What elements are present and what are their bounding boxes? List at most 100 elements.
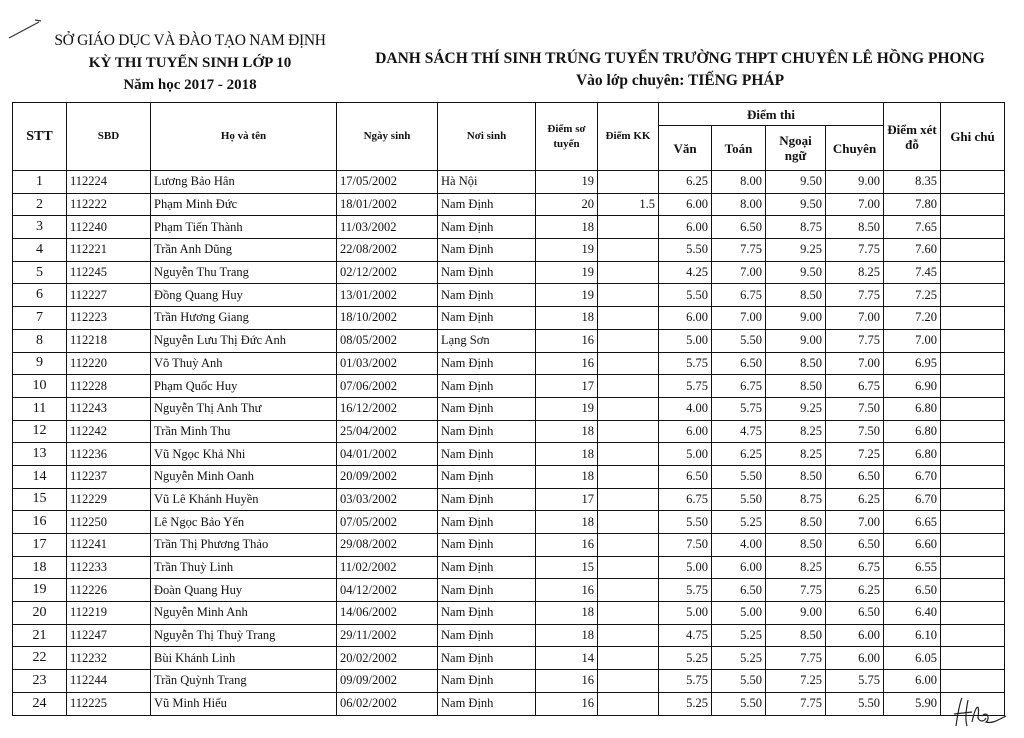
- cell-chuyen: 7.75: [824, 238, 885, 262]
- cell-ngoaingu: 8.75: [765, 487, 826, 512]
- cell-toan: 6.00: [711, 555, 766, 580]
- cell-note: [940, 215, 1006, 240]
- table-row: 4 112221 Trần Anh Dũng 22/08/2002 Nam Định 19…: [12, 238, 1006, 262]
- table-row: 20 112219 Nguyễn Minh Anh 14/06/2002 Nam Địn…: [12, 601, 1006, 625]
- cell-chuyen: 7.00: [824, 192, 885, 217]
- cell-note: [940, 442, 1006, 466]
- cell-birthplace: Nam Định: [437, 283, 536, 308]
- cell-stt: 12: [12, 419, 67, 444]
- cell-note: [940, 328, 1006, 353]
- cell-dob: 06/02/2002: [336, 691, 438, 716]
- cell-stt: 8: [12, 328, 67, 353]
- cell-note: [940, 533, 1006, 557]
- cell-name: Nguyễn Lưu Thị Đức Anh: [150, 328, 337, 353]
- cell-ngoaingu: 9.50: [765, 192, 826, 217]
- col-prelim: Điểm sơ tuyển: [535, 102, 598, 171]
- cell-chuyen: 5.50: [824, 691, 885, 716]
- cell-prelim: 18: [535, 464, 598, 489]
- department-name: SỞ GIÁO DỤC VÀ ĐÀO TẠO NAM ĐỊNH: [54, 32, 326, 49]
- cell-ngoaingu: 8.75: [765, 215, 826, 240]
- cell-prelim: 19: [535, 238, 598, 262]
- cell-ngoaingu: 7.75: [765, 578, 826, 603]
- cell-name: Lương Bảo Hân: [150, 170, 337, 194]
- cell-prelim: 17: [535, 374, 598, 398]
- col-toan: Toán: [711, 125, 766, 171]
- cell-admission: 6.50: [883, 578, 942, 603]
- cell-note: [940, 192, 1006, 217]
- cell-stt: 7: [12, 306, 67, 330]
- cell-sbd: 112243: [66, 396, 151, 421]
- col-note: Ghi chú: [940, 102, 1006, 171]
- cell-chuyen: 7.75: [824, 283, 885, 308]
- table-row: 14 112237 Nguyễn Minh Oanh 20/09/2002 Nam Đị…: [12, 464, 1006, 489]
- cell-bonus: [597, 510, 659, 534]
- cell-chuyen: 6.00: [824, 623, 885, 648]
- cell-van: 5.00: [658, 555, 712, 580]
- cell-stt: 17: [12, 533, 67, 557]
- col-bonus: Điểm KK: [597, 102, 659, 171]
- cell-bonus: [597, 464, 659, 489]
- cell-chuyen: 6.75: [824, 374, 885, 398]
- pen-mark: [8, 19, 42, 39]
- cell-note: [940, 487, 1006, 512]
- cell-stt: 18: [12, 555, 67, 580]
- cell-toan: 6.75: [711, 374, 766, 398]
- cell-bonus: [597, 283, 659, 308]
- cell-admission: 5.90: [883, 691, 942, 716]
- cell-dob: 20/02/2002: [336, 646, 438, 671]
- cell-note: [940, 396, 1006, 421]
- cell-birthplace: Nam Định: [437, 306, 536, 330]
- table-row: 10 112228 Phạm Quốc Huy 07/06/2002 Nam Định 1…: [12, 374, 1006, 398]
- cell-ngoaingu: 9.50: [765, 260, 826, 285]
- col-admission: Điểm xét đỗ: [883, 102, 942, 171]
- cell-admission: 7.60: [883, 238, 942, 262]
- cell-chuyen: 6.50: [824, 464, 885, 489]
- cell-dob: 09/09/2002: [336, 669, 438, 693]
- cell-chuyen: 6.00: [824, 646, 885, 671]
- cell-van: 5.75: [658, 578, 712, 603]
- cell-ngoaingu: 9.25: [765, 396, 826, 421]
- cell-sbd: 112223: [66, 306, 151, 330]
- cell-note: [940, 306, 1006, 330]
- cell-prelim: 18: [535, 442, 598, 466]
- cell-sbd: 112233: [66, 555, 151, 580]
- table-row: 2 112222 Phạm Minh Đức 18/01/2002 Nam Định 20…: [12, 192, 1006, 217]
- cell-dob: 14/06/2002: [336, 601, 438, 625]
- table-row: 17 112241 Trần Thị Phương Thảo 29/08/2002 Na…: [12, 533, 1006, 557]
- cell-bonus: [597, 351, 659, 376]
- cell-birthplace: Lạng Sơn: [437, 328, 536, 353]
- cell-dob: 25/04/2002: [336, 419, 438, 444]
- cell-stt: 6: [12, 283, 67, 308]
- cell-stt: 19: [12, 578, 67, 603]
- cell-chuyen: 7.75: [824, 328, 885, 353]
- cell-bonus: [597, 691, 659, 716]
- cell-dob: 02/12/2002: [336, 260, 438, 285]
- cell-chuyen: 7.00: [824, 351, 885, 376]
- cell-dob: 11/02/2002: [336, 555, 438, 580]
- col-birthplace: Nơi sinh: [437, 102, 536, 171]
- cell-stt: 16: [12, 510, 67, 534]
- cell-stt: 20: [12, 601, 67, 625]
- cell-van: 5.00: [658, 328, 712, 353]
- cell-note: [940, 170, 1006, 194]
- cell-ngoaingu: 8.50: [765, 351, 826, 376]
- cell-birthplace: Nam Định: [437, 555, 536, 580]
- cell-stt: 4: [12, 238, 67, 262]
- cell-name: Trần Quỳnh Trang: [150, 669, 337, 693]
- cell-van: 6.00: [658, 215, 712, 240]
- cell-bonus: [597, 374, 659, 398]
- table-row: 7 112223 Trần Hương Giang 18/10/2002 Nam Địn…: [12, 306, 1006, 330]
- cell-admission: 6.90: [883, 374, 942, 398]
- cell-van: 5.25: [658, 691, 712, 716]
- cell-sbd: 112225: [66, 691, 151, 716]
- table-row: 1 112224 Lương Bảo Hân 17/05/2002 Hà Nội 19 6.…: [12, 170, 1006, 194]
- cell-admission: 7.45: [883, 260, 942, 285]
- cell-dob: 01/03/2002: [336, 351, 438, 376]
- cell-ngoaingu: 9.00: [765, 306, 826, 330]
- table-row: 9 112220 Võ Thuỳ Anh 01/03/2002 Nam Định 16 5.…: [12, 351, 1006, 376]
- cell-admission: 6.55: [883, 555, 942, 580]
- cell-toan: 5.50: [711, 691, 766, 716]
- cell-admission: 7.80: [883, 192, 942, 217]
- cell-prelim: 17: [535, 487, 598, 512]
- cell-dob: 07/05/2002: [336, 510, 438, 534]
